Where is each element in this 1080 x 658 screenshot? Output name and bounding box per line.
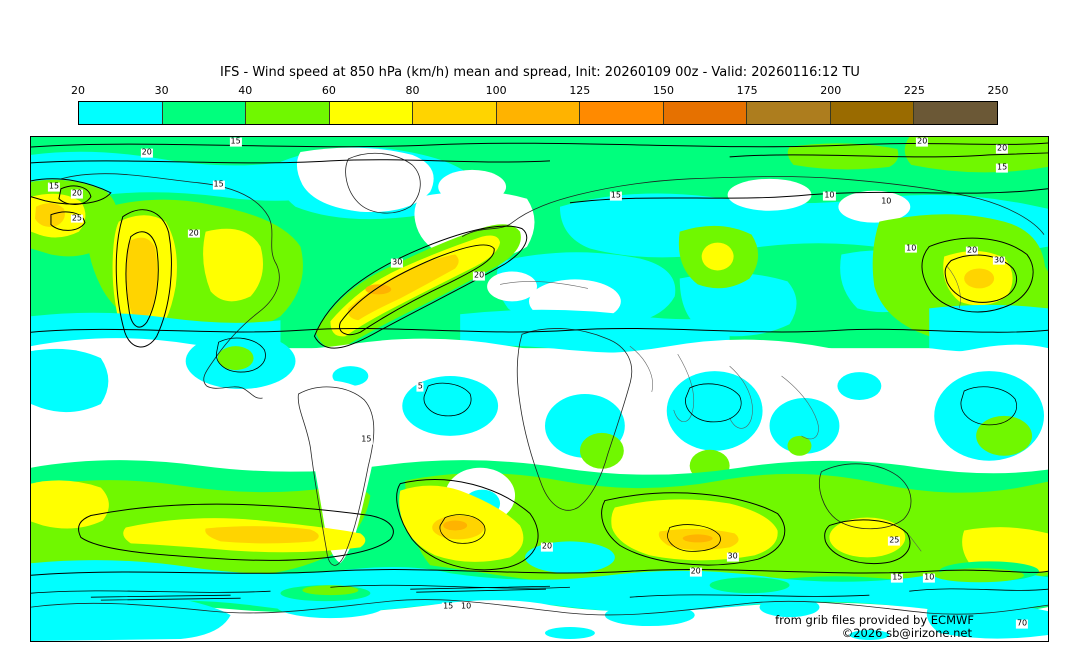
colorbar-tick-labels: 20 30 40 60 80 100 125 150 175 200 225 250 — [71, 84, 1009, 97]
contour-label: 30 — [726, 551, 739, 562]
colorbar-tick: 125 — [569, 84, 591, 97]
colorbar-tick: 250 — [987, 84, 1009, 97]
colorbar-tick: 150 — [652, 84, 674, 97]
colorbar-segment — [413, 102, 497, 124]
map-panel: 15 20 20 25 15 15 20 30 20 15 10 10 10 20 20 15 30 20 5 15 2… — [30, 136, 1049, 642]
colorbar-segment — [329, 102, 414, 124]
contour-label: 10 — [923, 572, 936, 583]
colorbar-segment — [162, 102, 247, 124]
colorbar-tick: 175 — [736, 84, 758, 97]
contour-label: 10 — [460, 601, 473, 612]
chart-title: IFS - Wind speed at 850 hPa (km/h) mean … — [220, 65, 860, 80]
colorbar-segment — [496, 102, 581, 124]
contour-label: 20 — [140, 147, 153, 158]
contour-label: 70 — [1015, 618, 1029, 629]
colorbar-tick: 100 — [485, 84, 507, 97]
contour-label: 15 — [609, 190, 622, 201]
contour-label: 20 — [187, 228, 200, 239]
colorbar-segment — [747, 102, 831, 124]
contour-label: 15 — [360, 434, 373, 445]
contour-label: 30 — [993, 255, 1006, 265]
contour-label: 5 — [416, 381, 424, 392]
contour-label: 20 — [995, 143, 1009, 154]
attribution-copyright: ©2026 sb@irizone.net — [841, 626, 972, 640]
colorbar-segment — [830, 102, 915, 124]
contour-label: 10 — [823, 190, 836, 201]
colorbar-segment — [580, 102, 664, 124]
colorbar-tick: 40 — [238, 84, 253, 97]
contour-label: 20 — [689, 566, 702, 577]
contour-label: 20 — [70, 188, 83, 199]
contour-label: 15 — [995, 162, 1009, 173]
contour-label: 20 — [473, 271, 486, 281]
contour-labels: 15 20 20 25 15 15 20 30 20 15 10 10 10 20 20 15 30 20 5 15 2… — [31, 137, 1048, 641]
world-map-svg — [31, 137, 1048, 641]
contour-label: 10 — [905, 243, 918, 253]
contour-label: 10 — [880, 196, 893, 207]
colorbar-segment — [79, 102, 163, 124]
colorbar-segment — [246, 102, 330, 124]
colorbar-tick: 225 — [903, 84, 925, 97]
colorbar — [78, 101, 998, 125]
contour-label: 15 — [47, 181, 61, 192]
contour-label: 20 — [916, 136, 929, 147]
colorbar-tick: 80 — [405, 84, 420, 97]
contour-label: 15 — [442, 601, 455, 612]
colorbar-segment — [663, 102, 748, 124]
contour-label: 20 — [966, 245, 979, 255]
contour-label: 20 — [540, 541, 554, 552]
attribution-source: from grib files provided by ECMWF — [775, 613, 974, 627]
contour-label: 15 — [229, 136, 242, 147]
colorbar-tick: 60 — [321, 84, 336, 97]
contour-label: 15 — [212, 179, 225, 190]
colorbar-tick: 30 — [154, 84, 169, 97]
colorbar-tick: 200 — [820, 84, 842, 97]
contour-label: 30 — [391, 258, 404, 268]
contour-label: 25 — [70, 213, 83, 224]
colorbar-tick: 20 — [71, 84, 85, 97]
colorbar-segment — [914, 102, 998, 124]
contour-label: 15 — [891, 572, 904, 583]
contour-label: 25 — [888, 535, 901, 546]
